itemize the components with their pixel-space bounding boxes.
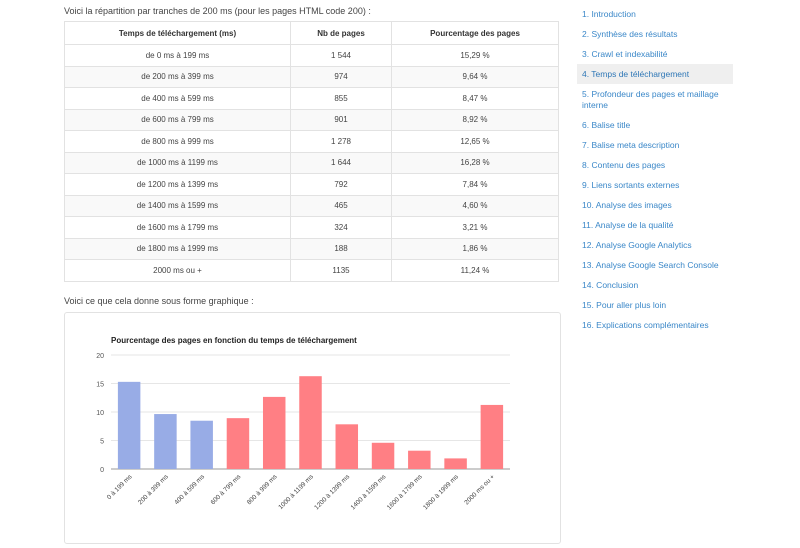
x-tick-label: 400 à 599 ms: [173, 473, 206, 506]
table-row: de 600 ms à 799 ms 901 8,92 %: [64, 108, 559, 131]
toc-link[interactable]: 13. Analyse Google Search Console: [582, 259, 719, 270]
cell-page-count: 324: [290, 216, 392, 239]
cell-percentage: 4,60 %: [391, 194, 559, 217]
cell-percentage: 3,21 %: [391, 216, 559, 239]
x-tick-label: 1200 à 1399 ms: [313, 473, 351, 511]
cell-percentage: 1,86 %: [391, 237, 559, 260]
table-row: de 800 ms à 999 ms 1 278 12,65 %: [64, 130, 559, 153]
cell-percentage: 7,84 %: [391, 173, 559, 196]
bar: [408, 450, 431, 469]
table-row: de 400 ms à 599 ms 855 8,47 %: [64, 87, 559, 110]
cell-page-count: 792: [290, 173, 392, 196]
bar: [299, 376, 322, 469]
cell-page-count: 901: [290, 108, 392, 131]
bar: [335, 424, 359, 469]
toc-link[interactable]: 1. Introduction: [582, 8, 636, 19]
table-row: de 1800 ms à 1999 ms 188 1,86 %: [64, 237, 559, 260]
cell-time-range: de 800 ms à 999 ms: [64, 130, 291, 153]
bar: [154, 414, 177, 469]
toc-link[interactable]: 7. Balise meta description: [582, 139, 680, 150]
table-row: de 1000 ms à 1199 ms 1 644 16,28 %: [64, 151, 559, 174]
cell-percentage: 9,64 %: [391, 65, 559, 88]
cell-time-range: 2000 ms ou +: [64, 259, 291, 282]
toc-link[interactable]: 6. Balise title: [582, 119, 631, 130]
cell-time-range: de 600 ms à 799 ms: [64, 108, 291, 131]
table-body: de 0 ms à 199 ms 1 544 15,29 % de 200 ms à …: [64, 44, 559, 282]
cell-time-range: de 0 ms à 199 ms: [64, 44, 291, 67]
cell-page-count: 188: [290, 237, 392, 260]
cell-time-range: de 400 ms à 599 ms: [64, 87, 291, 110]
table-header-row: Temps de téléchargement (ms) Nb de pages…: [64, 21, 559, 45]
table-row: 2000 ms ou +1135 11,24 %: [64, 259, 559, 282]
bar: [371, 442, 395, 469]
chart-title: Pourcentage des pages en fonction du tem…: [111, 336, 357, 345]
cell-time-range: de 1800 ms à 1999 ms: [64, 237, 291, 260]
x-tick-label: 1400 à 1599 ms: [350, 473, 388, 511]
bar: [262, 396, 286, 469]
toc-link[interactable]: 12. Analyse Google Analytics: [582, 239, 692, 250]
x-tick-label: 600 à 799 ms: [210, 473, 243, 506]
bar: [117, 381, 141, 469]
x-tick-label: 200 à 399 ms: [137, 473, 170, 506]
toc-link[interactable]: 15. Pour aller plus loin: [582, 299, 667, 310]
column-header-percent: Pourcentage des pages: [391, 21, 559, 45]
toc-link[interactable]: 2. Synthèse des résultats: [582, 28, 678, 39]
x-tick-label: 0 à 199 ms: [106, 473, 134, 501]
x-tick-label: 1600 à 1799 ms: [386, 473, 424, 511]
x-tick-label: 800 à 999 ms: [246, 473, 279, 506]
bar: [444, 458, 467, 469]
y-tick-label: 0: [100, 467, 104, 474]
column-header-time: Temps de téléchargement (ms): [64, 21, 291, 45]
bar: [480, 404, 504, 469]
table-of-contents: 1. Introduction 2. Synthèse des résultats…: [577, 4, 733, 335]
table-row: de 200 ms à 399 ms 974 9,64 %: [64, 65, 559, 88]
cell-percentage: 12,65 %: [391, 130, 559, 153]
table-row: de 0 ms à 199 ms 1 544 15,29 %: [64, 44, 559, 67]
y-tick-label: 15: [96, 382, 104, 389]
cell-percentage: 11,24 %: [391, 259, 559, 282]
toc-link[interactable]: 4. Temps de téléchargement: [577, 64, 733, 84]
y-tick-label: 10: [96, 410, 104, 417]
toc-link[interactable]: 5. Profondeur des pages et maillage inte…: [582, 88, 719, 110]
column-header-count: Nb de pages: [290, 21, 392, 45]
cell-percentage: 8,47 %: [391, 87, 559, 110]
bar: [190, 420, 213, 469]
toc-link[interactable]: 10. Analyse des images: [582, 199, 672, 210]
cell-percentage: 15,29 %: [391, 44, 559, 67]
cell-page-count: 1 544: [290, 44, 392, 67]
cell-time-range: de 200 ms à 399 ms: [64, 65, 291, 88]
cell-time-range: de 1200 ms à 1399 ms: [64, 173, 291, 196]
cell-time-range: de 1400 ms à 1599 ms: [64, 194, 291, 217]
cell-page-count: 1 278: [290, 130, 392, 153]
toc-link[interactable]: 11. Analyse de la qualité: [582, 219, 674, 230]
toc-link[interactable]: 16. Explications complémentaires: [582, 319, 709, 330]
y-tick-label: 20: [96, 353, 104, 360]
download-time-table: Temps de téléchargement (ms) Nb de pages…: [64, 21, 559, 282]
x-tick-label: 1000 à 1199 ms: [277, 473, 315, 511]
chart-container: Pourcentage des pages en fonction du tem…: [64, 312, 561, 544]
table-intro-text: Voici la répartition par tranches de 200…: [64, 6, 371, 16]
table-row: de 1600 ms à 1799 ms 324 3,21 %: [64, 216, 559, 239]
toc-link[interactable]: 8. Contenu des pages: [582, 159, 666, 170]
y-tick-label: 5: [100, 439, 104, 446]
table-row: de 1200 ms à 1399 ms 792 7,84 %: [64, 173, 559, 196]
cell-page-count: 855: [290, 87, 392, 110]
cell-percentage: 16,28 %: [391, 151, 559, 174]
cell-page-count: 465: [290, 194, 392, 217]
x-tick-label: 2000 ms ou +: [463, 473, 496, 506]
bar-chart: Pourcentage des pages en fonction du tem…: [96, 336, 510, 511]
table-row: de 1400 ms à 1599 ms 465 4,60 %: [64, 194, 559, 217]
cell-page-count: 1135: [290, 259, 392, 282]
toc-link[interactable]: 9. Liens sortants externes: [582, 179, 680, 190]
cell-page-count: 1 644: [290, 151, 392, 174]
toc-link[interactable]: 3. Crawl et indexabilité: [582, 48, 668, 59]
cell-time-range: de 1600 ms à 1799 ms: [64, 216, 291, 239]
x-tick-label: 1800 à 1999 ms: [422, 473, 460, 511]
cell-page-count: 974: [290, 65, 392, 88]
cell-time-range: de 1000 ms à 1199 ms: [64, 151, 291, 174]
cell-percentage: 8,92 %: [391, 108, 559, 131]
toc-link[interactable]: 14. Conclusion: [582, 279, 639, 290]
chart-intro-text: Voici ce que cela donne sous forme graph…: [64, 296, 254, 306]
bar: [226, 418, 250, 469]
